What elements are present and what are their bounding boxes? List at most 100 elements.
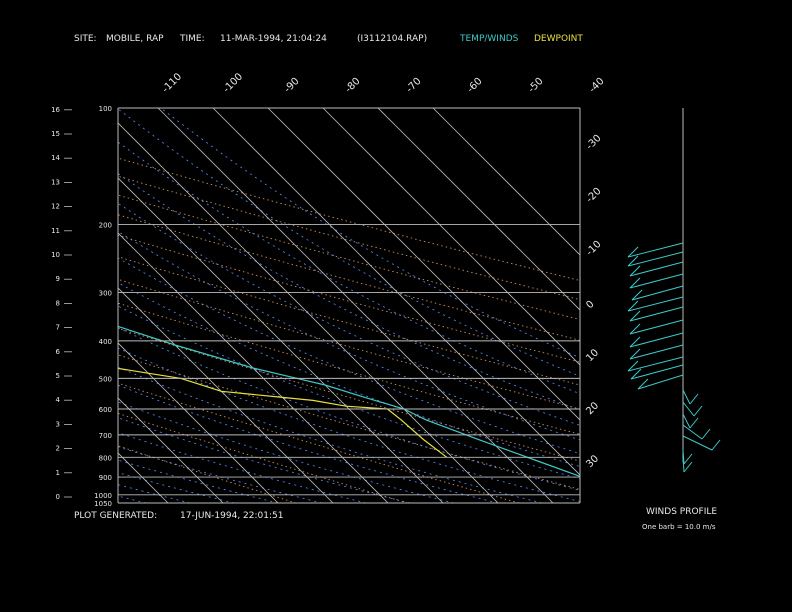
- wind-barb-flag: [631, 289, 643, 301]
- mixing-ratio-line: [118, 446, 323, 503]
- wind-barb: [682, 457, 685, 473]
- height-tick-label: 12: [51, 203, 60, 211]
- wind-barb: [631, 285, 684, 301]
- wind-barb: [682, 449, 685, 465]
- file-name: (I3112104.RAP): [357, 34, 427, 44]
- winds-profile-title: WINDS PROFILE: [646, 507, 717, 517]
- isotherm-line: [157, 108, 554, 503]
- dewpoint-line: [118, 367, 448, 458]
- dry-adiabat: [118, 354, 580, 490]
- mixing-ratio-line: [118, 472, 235, 503]
- wind-barb: [629, 332, 684, 348]
- isotherm-line: [118, 122, 499, 503]
- wind-barb: [682, 435, 713, 451]
- isotherm-line: [322, 108, 580, 366]
- height-tick-label: 2: [56, 445, 60, 453]
- height-tick-label: 13: [51, 178, 60, 186]
- time-value: 11-MAR-1994, 21:04:24: [220, 34, 327, 44]
- wind-barb: [629, 261, 684, 277]
- mixing-ratio-line: [118, 366, 543, 503]
- mixing-ratio-line: [118, 202, 580, 426]
- generated-label: PLOT GENERATED:: [74, 511, 157, 521]
- site-label: SITE:: [74, 34, 97, 44]
- isotherm-line: [267, 108, 580, 421]
- pressure-tick-label: 600: [99, 406, 112, 414]
- mixing-ratio-line: [118, 257, 580, 454]
- isotherm-line: [118, 397, 224, 503]
- mixing-ratio-line: [118, 231, 580, 441]
- wind-barb: [627, 356, 684, 372]
- height-tick-label: 14: [51, 154, 60, 162]
- mixing-ratio-line: [118, 108, 580, 377]
- site-value: MOBILE, RAP: [106, 34, 164, 44]
- legend-temp: TEMP/WINDS: [459, 34, 519, 44]
- wind-barb-flag: [629, 265, 641, 277]
- isotherm-line: [118, 287, 334, 503]
- height-tick-label: 11: [51, 227, 60, 235]
- pressure-tick-label: 200: [99, 221, 112, 229]
- wind-barb-flag: [627, 360, 639, 372]
- height-tick-label: 10: [51, 251, 60, 259]
- wind-barb-flag: [629, 323, 641, 335]
- winds-profile-note: One barb = 10.0 m/s: [642, 523, 716, 531]
- wind-barb-flag: [629, 336, 641, 348]
- pressure-tick-label: 1000: [94, 492, 112, 500]
- wind-barb: [682, 389, 691, 405]
- wind-barb-flag: [701, 428, 711, 440]
- isotherm-line: [212, 108, 580, 476]
- mixing-ratio-line: [118, 173, 580, 411]
- wind-barb: [682, 413, 691, 429]
- wind-barb: [627, 296, 684, 312]
- height-tick-label: 3: [56, 420, 60, 428]
- height-tick-label: 15: [51, 130, 60, 138]
- pressure-tick-label: 100: [99, 105, 112, 113]
- pressure-tick-label: 800: [99, 454, 112, 462]
- wind-barb-flag: [693, 405, 703, 417]
- height-tick-label: 1: [56, 469, 60, 477]
- height-tick-label: 8: [56, 299, 60, 307]
- isotherm-line: [118, 342, 279, 503]
- pressure-tick-label: 1050: [94, 500, 112, 508]
- wind-barb-flag: [630, 368, 642, 380]
- legend-dewpoint: DEWPOINT: [534, 34, 583, 44]
- wind-barb-flag: [629, 348, 641, 360]
- mixing-ratio-line: [118, 327, 580, 491]
- wind-barb: [629, 344, 684, 360]
- wind-barb-flag: [629, 310, 641, 322]
- mixing-ratio-line: [118, 432, 367, 503]
- isotherm-line: [118, 177, 444, 503]
- wind-barb: [627, 242, 684, 258]
- temperature-line: [118, 325, 580, 477]
- height-tick-label: 7: [56, 324, 60, 332]
- plot-area: [118, 108, 580, 503]
- wind-barb-flag: [683, 453, 693, 465]
- pressure-tick-label: 400: [99, 338, 112, 346]
- pressure-tick-label: 700: [99, 432, 112, 440]
- height-tick-label: 4: [56, 396, 61, 404]
- wind-barb: [682, 401, 695, 417]
- mixing-ratio-line: [118, 417, 411, 503]
- wind-barb: [629, 319, 684, 335]
- mixing-ratio-line: [118, 459, 279, 503]
- wind-barb: [629, 306, 684, 322]
- wind-barb: [630, 364, 684, 380]
- wind-barb-flag: [689, 417, 699, 429]
- dry-adiabat: [118, 412, 408, 503]
- wind-barb-flag: [683, 461, 693, 473]
- pressure-tick-label: 300: [99, 290, 112, 298]
- height-tick-label: 0: [56, 493, 60, 501]
- mixing-ratio-line: [118, 384, 499, 503]
- wind-barb-flag: [627, 300, 639, 312]
- isotherm-line: [377, 108, 580, 311]
- time-label: TIME:: [179, 34, 205, 44]
- wind-barb: [637, 374, 684, 390]
- wind-barb-flag: [629, 277, 641, 289]
- mixing-ratio-line: [118, 305, 580, 480]
- height-tick-label: 5: [56, 372, 60, 380]
- isotherm-line: [118, 232, 389, 503]
- wind-barb-flag: [689, 393, 699, 405]
- dry-adiabat: [118, 445, 297, 503]
- wind-barb-flag: [637, 378, 649, 390]
